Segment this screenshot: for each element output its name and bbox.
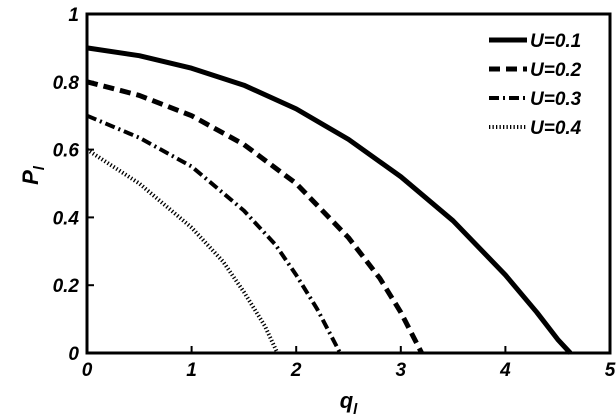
legend-label-4: U=0.4 — [530, 118, 582, 139]
y-tick-label: 0.4 — [53, 208, 80, 229]
x-tick-label: 4 — [499, 360, 511, 381]
x-tick-label: 1 — [186, 360, 197, 381]
legend-label-2: U=0.2 — [530, 60, 582, 81]
y-tick-label: 0 — [68, 344, 79, 365]
y-axis-label-subscript: l — [31, 165, 48, 170]
series-line-1 — [86, 45, 573, 355]
legend-label-1: U=0.1 — [530, 31, 581, 52]
plot-area — [85, 45, 573, 355]
x-axis-label-main: q — [340, 388, 354, 413]
legend-label-3: U=0.3 — [530, 89, 582, 110]
y-tick-label: 1 — [68, 5, 79, 26]
legend: U=0.1 U=0.2 U=0.3 U=0.4 — [489, 31, 582, 139]
y-axis-label: Pl — [18, 165, 48, 185]
x-axis-label-subscript: l — [353, 401, 358, 418]
y-tick-label: 0.6 — [53, 141, 80, 162]
y-axis-label-main: P — [18, 170, 43, 185]
x-tick-label: 0 — [82, 360, 93, 381]
ticks: 0 1 2 3 4 5 0 0.2 0.4 0.6 0.8 1 — [53, 5, 616, 381]
series-line-2 — [86, 79, 424, 355]
axes-frame — [85, 12, 612, 355]
y-tick-label: 0.2 — [53, 276, 80, 297]
series-line-3 — [86, 113, 342, 354]
y-tick-label: 0.8 — [53, 73, 80, 94]
x-axis-label: ql — [340, 388, 358, 418]
x-tick-label: 3 — [396, 360, 407, 381]
x-tick-label: 5 — [605, 360, 616, 381]
x-tick-label: 2 — [290, 360, 302, 381]
